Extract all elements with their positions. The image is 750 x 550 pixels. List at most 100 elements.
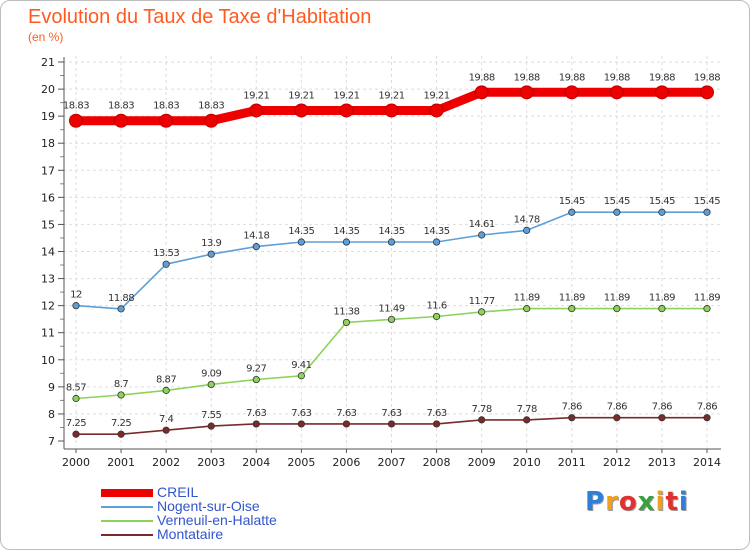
data-point bbox=[613, 414, 621, 422]
data-label: 14.35 bbox=[378, 226, 404, 237]
data-label: 11.89 bbox=[559, 293, 585, 304]
data-label: 11.89 bbox=[604, 293, 630, 304]
data-point bbox=[478, 231, 486, 239]
data-point bbox=[703, 305, 711, 313]
data-point bbox=[72, 302, 80, 310]
data-point bbox=[297, 372, 305, 380]
series-creil: 18.83 18.83 18.83 18.83 19.21 19.21 19.21 19.21… bbox=[63, 72, 721, 128]
chart-title: Evolution du Taux de Taxe d'Habitation bbox=[28, 6, 372, 28]
data-point bbox=[117, 391, 125, 399]
data-label: 7.25 bbox=[66, 418, 86, 429]
data-point bbox=[69, 113, 83, 128]
data-point bbox=[700, 85, 714, 100]
data-point bbox=[252, 420, 260, 428]
x-tick-label: 2007 bbox=[378, 456, 406, 469]
y-tick-label: 11 bbox=[41, 327, 55, 340]
logo-letter: P bbox=[585, 487, 606, 517]
data-point bbox=[252, 243, 260, 251]
data-label: 9.09 bbox=[201, 368, 221, 379]
proxiti-logo: Proxiti bbox=[585, 487, 689, 517]
logo-letter: r bbox=[605, 487, 619, 517]
data-label: 14.18 bbox=[243, 231, 269, 242]
y-tick-label: 13 bbox=[41, 273, 55, 286]
logo-letter: o bbox=[618, 487, 638, 517]
data-point bbox=[474, 85, 489, 100]
data-point bbox=[519, 85, 534, 100]
data-point bbox=[114, 113, 129, 128]
data-label: 15.45 bbox=[649, 196, 675, 207]
data-point bbox=[72, 394, 80, 403]
data-point bbox=[523, 226, 531, 234]
data-point bbox=[429, 103, 444, 118]
legend-swatch bbox=[101, 534, 153, 536]
y-tick-label: 10 bbox=[41, 354, 55, 367]
data-label: 19.88 bbox=[559, 72, 585, 83]
data-point bbox=[249, 103, 264, 118]
x-tick-label: 2013 bbox=[648, 456, 676, 469]
x-tick-label: 2010 bbox=[513, 456, 541, 469]
data-point bbox=[478, 308, 486, 316]
data-point bbox=[568, 305, 576, 313]
x-tick-label: 2001 bbox=[107, 456, 135, 469]
x-tick-label: 2014 bbox=[693, 456, 721, 469]
x-tick-label: 2000 bbox=[62, 456, 90, 469]
data-label: 15.45 bbox=[694, 196, 720, 207]
series-nogent-sur-oise: 12 11.88 13.53 13.9 14.18 14.35 14.35 14.35 14.3… bbox=[70, 196, 721, 313]
x-tick-label: 2005 bbox=[287, 456, 315, 469]
data-label: 7.78 bbox=[517, 404, 537, 415]
data-label: 15.45 bbox=[604, 196, 630, 207]
data-label: 19.21 bbox=[288, 90, 314, 101]
data-point bbox=[703, 208, 711, 216]
series-montataire: 7.25 7.25 7.4 7.55 7.63 7.63 7.63 7.63 7.63 7.78 7… bbox=[66, 402, 718, 438]
y-tick-label: 19 bbox=[41, 110, 55, 123]
data-point bbox=[523, 416, 531, 424]
y-tick-label: 18 bbox=[41, 137, 55, 150]
data-label: 19.21 bbox=[333, 90, 359, 101]
x-tick-label: 2002 bbox=[152, 456, 180, 469]
data-point bbox=[568, 208, 576, 216]
data-label: 14.78 bbox=[514, 214, 540, 225]
data-point bbox=[207, 422, 215, 430]
logo-letter: i bbox=[655, 487, 666, 517]
series-layer: 7.25 7.25 7.4 7.55 7.63 7.63 7.63 7.63 7.63 7.78 7… bbox=[63, 72, 721, 438]
y-tick-label: 8 bbox=[48, 408, 55, 421]
legend-swatch bbox=[101, 489, 153, 497]
y-tick-label: 12 bbox=[41, 300, 55, 313]
y-tick-label: 21 bbox=[41, 56, 55, 69]
data-label: 7.63 bbox=[381, 408, 401, 419]
y-tick-label: 7 bbox=[48, 435, 55, 448]
y-tick-label: 16 bbox=[41, 191, 55, 204]
data-label: 8.57 bbox=[66, 382, 86, 393]
y-tick-label: 14 bbox=[41, 246, 55, 259]
data-label: 7.25 bbox=[111, 418, 131, 429]
data-point bbox=[72, 430, 80, 438]
data-label: 7.63 bbox=[246, 408, 266, 419]
data-label: 14.35 bbox=[288, 226, 314, 237]
data-point bbox=[294, 103, 309, 118]
data-point bbox=[387, 420, 396, 428]
data-label: 7.63 bbox=[291, 408, 311, 419]
data-point bbox=[609, 85, 624, 100]
data-label: 7.63 bbox=[426, 408, 446, 419]
data-label: 19.88 bbox=[694, 72, 720, 83]
data-label: 11.77 bbox=[469, 296, 495, 307]
data-point bbox=[297, 238, 305, 246]
legend-label: Verneuil-en-Halatte bbox=[157, 512, 277, 528]
y-tick-label: 17 bbox=[41, 164, 55, 177]
data-label: 7.63 bbox=[336, 408, 356, 419]
legend-label: Montataire bbox=[157, 526, 224, 542]
data-label: 11.6 bbox=[426, 300, 446, 311]
data-point bbox=[387, 238, 396, 246]
data-label: 14.61 bbox=[469, 219, 495, 230]
x-tick-label: 2009 bbox=[468, 456, 496, 469]
data-label: 13.9 bbox=[201, 238, 221, 249]
data-point bbox=[207, 250, 215, 258]
data-point bbox=[613, 305, 621, 313]
axes bbox=[58, 57, 721, 453]
data-label: 7.86 bbox=[607, 402, 627, 413]
data-point bbox=[252, 375, 260, 384]
data-point bbox=[204, 113, 219, 128]
data-point bbox=[658, 208, 666, 216]
data-point bbox=[159, 113, 174, 128]
